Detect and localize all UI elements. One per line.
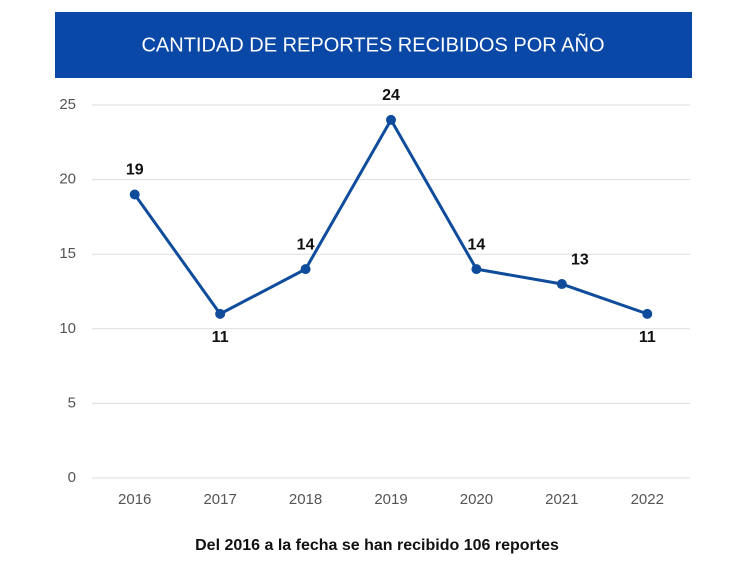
data-point — [386, 114, 396, 125]
x-tick-label: 2017 — [203, 491, 236, 508]
data-label: 19 — [126, 162, 144, 179]
y-tick-label: 5 — [68, 394, 76, 411]
data-label: 11 — [212, 329, 229, 346]
data-point — [300, 264, 311, 275]
x-tick-label: 2022 — [631, 491, 664, 508]
data-point — [215, 308, 226, 319]
title-bar — [55, 12, 692, 78]
data-label: 14 — [297, 236, 315, 253]
data-point — [129, 189, 140, 200]
data-label: 24 — [382, 87, 400, 104]
data-label: 11 — [639, 329, 656, 346]
chart-title: CANTIDAD DE REPORTES RECIBIDOS POR AÑO — [141, 32, 604, 56]
data-point — [471, 264, 482, 275]
y-tick-label: 15 — [59, 245, 76, 262]
x-tick-label: 2018 — [289, 491, 322, 508]
y-tick-label: 20 — [59, 171, 76, 188]
data-line — [133, 118, 648, 316]
x-tick-label: 2021 — [545, 491, 578, 508]
data-point — [556, 279, 567, 290]
y-tick-label: 0 — [68, 469, 76, 486]
data-label: 14 — [468, 236, 486, 253]
data-point — [642, 308, 653, 319]
x-tick-label: 2019 — [374, 491, 407, 508]
x-tick-label: 2020 — [460, 491, 493, 508]
data-label: 13 — [571, 251, 589, 268]
y-tick-label: 10 — [59, 320, 76, 337]
chart-subtitle: Del 2016 a la fecha se han recibido 106 … — [195, 537, 559, 554]
x-tick-label: 2016 — [118, 491, 151, 508]
y-tick-label: 25 — [59, 96, 76, 113]
